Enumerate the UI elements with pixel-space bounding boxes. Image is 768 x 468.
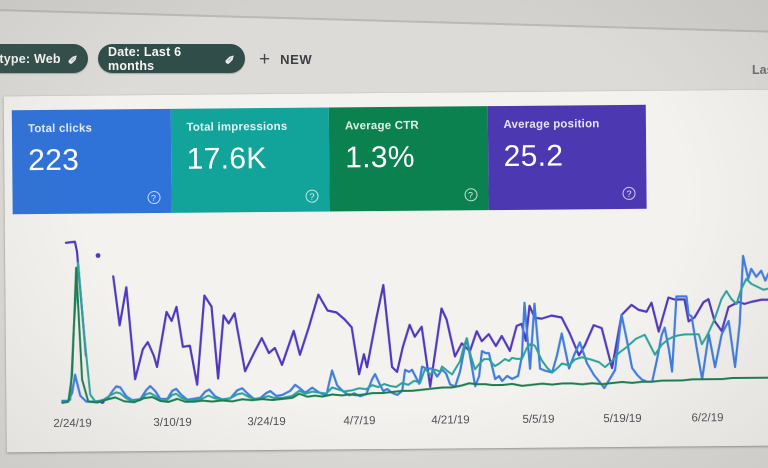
monitor-bezel-edge [0,0,768,34]
x-axis-tick-label: 4/7/19 [343,415,376,428]
x-axis-tick-label: 3/24/19 [247,415,286,429]
date-filter-chip[interactable]: Date: Last 6 months ✎ [98,44,245,73]
last-updated-clipped-text: Las [752,63,768,77]
new-filter-button[interactable]: + NEW [259,45,312,73]
x-axis-tick-label: 3/10/19 [153,416,192,430]
x-axis-tick-label: 5/19/19 [603,412,642,426]
search-type-filter-label: type: Web [0,51,61,66]
date-filter-label: Date: Last 6 months [108,44,182,73]
search-type-filter-chip[interactable]: type: Web ✎ [0,44,88,73]
plus-icon: + [259,48,271,70]
x-axis-tick-label: 2/24/19 [53,417,92,430]
edit-pencil-icon[interactable]: ✎ [224,51,235,66]
edit-pencil-icon[interactable]: ✎ [67,51,78,66]
performance-chart[interactable] [4,90,768,453]
new-filter-label: NEW [280,51,313,67]
performance-panel: Total clicks 223 ? Total impressions 17.… [3,89,768,453]
x-axis-tick-label: 6/2/19 [691,412,724,425]
x-axis-tick-label: 5/5/19 [522,413,555,426]
x-axis-tick-label: 4/21/19 [431,414,470,427]
